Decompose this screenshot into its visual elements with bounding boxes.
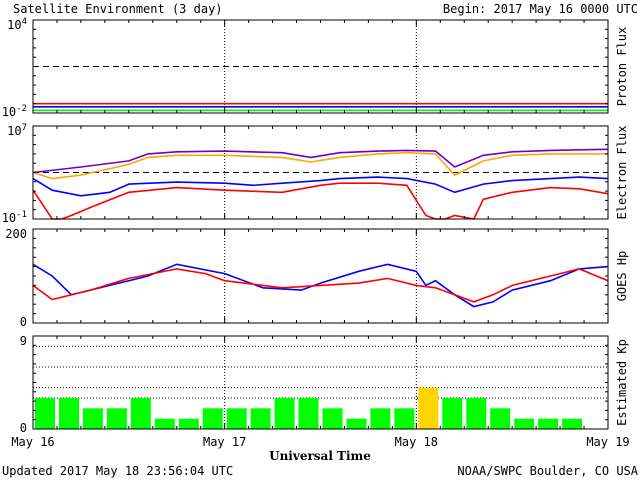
kp-bar bbox=[346, 418, 367, 429]
electron-frame bbox=[32, 125, 609, 220]
electron-panel: 107 10-1 Electron Flux bbox=[2, 123, 629, 225]
y-axis-label: Proton Flux bbox=[615, 27, 629, 106]
y-axis-label: GOES Hp bbox=[615, 251, 629, 302]
proton-panel: 104 10-2 Proton Flux bbox=[2, 17, 629, 119]
kp-bar bbox=[106, 408, 127, 429]
kp-bar bbox=[490, 408, 511, 429]
kp-bar bbox=[154, 418, 175, 429]
kp-bar bbox=[394, 408, 415, 429]
kp-bar bbox=[514, 418, 535, 429]
x-tick-label: May 17 bbox=[203, 435, 246, 449]
y-tick-label-top: 200 bbox=[5, 227, 27, 241]
kp-bar bbox=[226, 408, 247, 429]
hp-series-red bbox=[32, 268, 609, 303]
proton-frame bbox=[32, 19, 609, 114]
hp-panel: 200 0 GOES Hp bbox=[5, 227, 629, 329]
electron-series-blue bbox=[32, 176, 609, 197]
y-axis-label: Electron Flux bbox=[615, 126, 629, 220]
updated-timestamp: Updated 2017 May 18 23:56:04 UTC bbox=[2, 464, 233, 478]
y-tick-label-bottom: 10-2 bbox=[2, 104, 27, 119]
kp-bar bbox=[370, 408, 391, 429]
kp-bar bbox=[274, 398, 295, 429]
kp-bar bbox=[130, 398, 151, 429]
kp-bar bbox=[178, 418, 199, 429]
kp-bar bbox=[466, 398, 487, 429]
x-tick-labels: May 16 May 17 May 18 May 19 bbox=[11, 435, 629, 449]
kp-bar bbox=[35, 398, 55, 429]
kp-bar bbox=[538, 418, 559, 429]
x-tick-label: May 16 bbox=[11, 435, 54, 449]
kp-bar bbox=[562, 418, 583, 429]
kp-panel: 9 0 Estimated Kp bbox=[20, 334, 629, 435]
kp-bar bbox=[250, 408, 271, 429]
electron-series-purple bbox=[32, 148, 609, 174]
begin-time: Begin: 2017 May 16 0000 UTC bbox=[443, 2, 638, 16]
kp-bar bbox=[418, 387, 439, 429]
kp-bar bbox=[322, 408, 343, 429]
y-tick-label-top: 104 bbox=[7, 17, 27, 32]
x-tick-label: May 19 bbox=[586, 435, 629, 449]
kp-bar bbox=[82, 408, 103, 429]
y-tick-label-top: 107 bbox=[7, 123, 27, 138]
electron-series-orange bbox=[32, 151, 608, 180]
y-tick-label-top: 9 bbox=[20, 334, 27, 348]
hp-frame bbox=[32, 228, 609, 324]
y-axis-label: Estimated Kp bbox=[615, 339, 629, 426]
kp-bar bbox=[442, 398, 463, 429]
credit-label: NOAA/SWPC Boulder, CO USA bbox=[457, 464, 638, 478]
y-tick-label-bottom: 0 bbox=[20, 421, 27, 435]
x-axis-label: Universal Time bbox=[269, 449, 371, 463]
kp-bar bbox=[59, 398, 79, 429]
kp-bar bbox=[298, 398, 319, 429]
kp-bar bbox=[202, 408, 223, 429]
chart-title: Satellite Environment (3 day) bbox=[13, 2, 223, 16]
electron-series-red bbox=[32, 182, 609, 220]
y-tick-label-bottom: 0 bbox=[20, 315, 27, 329]
y-tick-label-bottom: 10-1 bbox=[2, 210, 27, 225]
x-tick-label: May 18 bbox=[395, 435, 438, 449]
chart-panels: 104 10-2 Proton Flux 107 10-1 Electron Flux 20… bbox=[2, 17, 630, 449]
